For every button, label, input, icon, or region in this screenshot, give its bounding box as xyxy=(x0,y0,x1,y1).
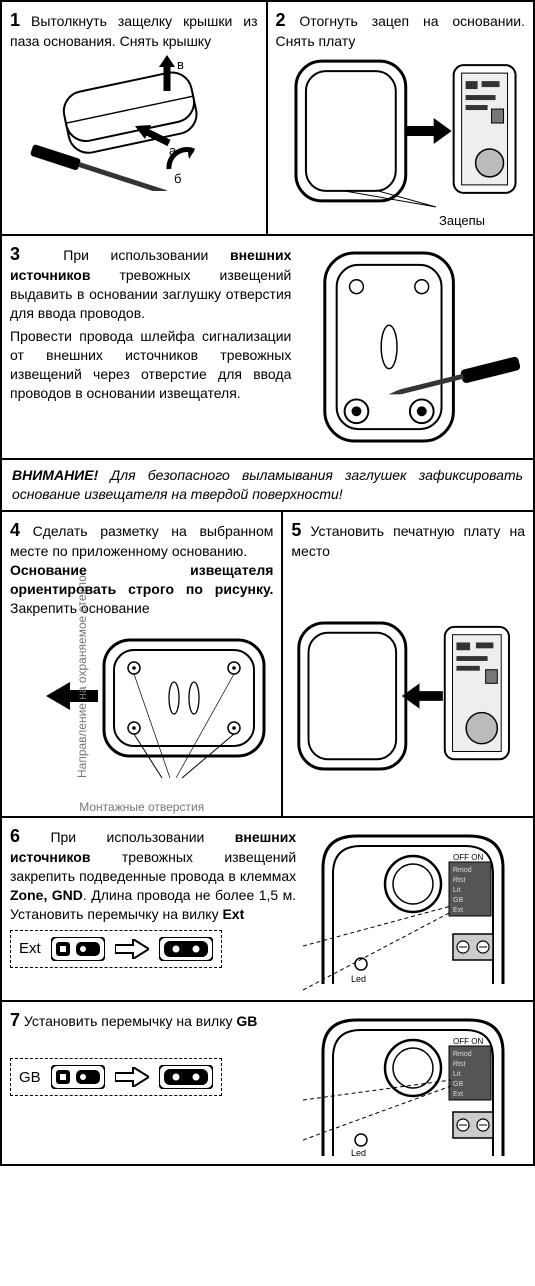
pcb-rtst: Rtst xyxy=(453,877,466,884)
step-7-text: 7 Установить перемычку на вилку GB xyxy=(10,1008,296,1032)
step-7-left: 7 Установить перемычку на вилку GB GB xyxy=(10,1008,296,1158)
step-5-cell: 5 Установить печатную плату на место xyxy=(283,512,533,816)
jumper-closed-icon xyxy=(159,1065,213,1089)
pcb-led: Led xyxy=(351,974,366,984)
step-7-bold: GB xyxy=(236,1013,257,1029)
step-6-num: 6 xyxy=(10,826,20,846)
step-4-caption: Монтажные отверстия xyxy=(10,800,273,814)
step-1-text: 1 Вытолкнуть защелку крышки из паза осно… xyxy=(10,8,258,51)
step-2-illustration xyxy=(276,51,526,211)
pcb-rmod: Rmod xyxy=(453,867,472,874)
step-3-para1: 3 При использовании внешних источников т… xyxy=(10,242,291,323)
pcb-offon: OFF ON xyxy=(453,853,483,862)
step-4-num: 4 xyxy=(10,520,20,540)
pcb-ext: Ext xyxy=(453,907,463,914)
step-6-text: 6 При использовании внешних источников т… xyxy=(10,824,296,924)
pcb7-lit: Lit xyxy=(453,1071,460,1078)
arrow-right-icon xyxy=(115,939,149,959)
step-6-bold2: Zone, GND xyxy=(10,887,83,903)
step-1-body: Вытолкнуть защелку крышки из паза основа… xyxy=(10,13,258,49)
step-4-bold: Основание извещателя ориентировать строг… xyxy=(10,562,273,597)
step-3-illustration xyxy=(307,242,525,452)
step-4-p1-body: Сделать разметку на выбранном месте по п… xyxy=(10,523,273,559)
step-1-num: 1 xyxy=(10,10,20,30)
step-5-num: 5 xyxy=(291,520,301,540)
step-5-body: Установить печатную плату на место xyxy=(291,523,525,559)
pcb-gb: GB xyxy=(453,897,463,904)
jumper-closed-icon xyxy=(159,937,213,961)
pcb7-offon: OFF ON xyxy=(453,1037,483,1046)
step-1-illustration: в а xyxy=(10,51,258,191)
step-2-caption: Зацепы xyxy=(276,213,526,228)
step-6-pre: При использовании xyxy=(50,829,234,845)
instruction-page: 1 Вытолкнуть защелку крышки из паза осно… xyxy=(0,0,535,1166)
step-3-pre: При использовании xyxy=(63,247,230,263)
step-7-right: OFF ON Rmod Rtst Lit GB Ext Led xyxy=(300,1008,525,1158)
row-1: 1 Вытолкнуть защелку крышки из паза осно… xyxy=(2,2,533,236)
step-2-cell: 2 Отогнуть зацеп на основании. Снять пла… xyxy=(268,2,534,234)
pcb7-led: Led xyxy=(351,1148,366,1158)
step-6-cell: 6 При использовании внешних источников т… xyxy=(2,818,533,1000)
pcb7-gb: GB xyxy=(453,1081,463,1088)
step-3-text-cell: 3 При использовании внешних источников т… xyxy=(2,236,299,458)
step-6-bold3: Ext xyxy=(222,906,244,922)
step-6-right: OFF ON Rmod Rtst Lit GB Ext xyxy=(300,824,525,994)
step-6-illustration: OFF ON Rmod Rtst Lit GB Ext xyxy=(300,824,525,994)
step-2-body: Отогнуть зацеп на основании. Снять плату xyxy=(276,13,526,49)
step-7-num: 7 xyxy=(10,1010,20,1030)
row-5: 7 Установить перемычку на вилку GB GB xyxy=(2,1002,533,1164)
row-4: 6 При использовании внешних источников т… xyxy=(2,818,533,1002)
pcb-lit: Lit xyxy=(453,887,460,894)
jumper-open-icon xyxy=(51,1065,105,1089)
step-4-illu-wrap: Направление на охраняемое стекло xyxy=(10,618,273,798)
step-6-jumper-label: Ext xyxy=(19,940,41,957)
pcb7-ext: Ext xyxy=(453,1091,463,1098)
step-1-cell: 1 Вытолкнуть защелку крышки из паза осно… xyxy=(2,2,268,234)
pcb7-rmod: Rmod xyxy=(453,1051,472,1058)
label-v: в xyxy=(177,57,184,72)
step-2-num: 2 xyxy=(276,10,286,30)
step-7-pre: Установить перемычку на вилку xyxy=(24,1013,236,1029)
step-4-vlabel: Направление на охраняемое стекло xyxy=(75,638,89,778)
label-b: б xyxy=(174,171,181,186)
jumper-open-icon xyxy=(51,937,105,961)
step-3-num: 3 xyxy=(10,244,20,264)
step-7-jumper-diagram: GB xyxy=(10,1058,222,1096)
step-5-text: 5 Установить печатную плату на место xyxy=(291,518,525,561)
pcb7-rtst: Rtst xyxy=(453,1061,466,1068)
step-7-illustration: OFF ON Rmod Rtst Lit GB Ext Led xyxy=(300,1008,525,1158)
step-5-illustration xyxy=(291,611,525,781)
step-4-bold-line: Основание извещателя ориентировать строг… xyxy=(10,561,273,618)
step-4-p1: 4 Сделать разметку на выбранном месте по… xyxy=(10,518,273,561)
step-7-cell: 7 Установить перемычку на вилку GB GB xyxy=(2,1002,533,1164)
warning-lead: ВНИМАНИЕ! xyxy=(12,467,98,483)
step-4-illustration xyxy=(10,618,273,788)
arrow-right-icon xyxy=(115,1067,149,1087)
step-3-para2: Провести провода шлейфа сигнализации от … xyxy=(10,327,291,403)
step-3-illu-cell xyxy=(299,236,533,458)
row-2: 3 При использовании внешних источников т… xyxy=(2,236,533,460)
step-7-jumper-label: GB xyxy=(19,1069,41,1086)
step-6-jumper-diagram: Ext xyxy=(10,930,222,968)
step-6-left: 6 При использовании внешних источников т… xyxy=(10,824,296,994)
row-3: 4 Сделать разметку на выбранном месте по… xyxy=(2,512,533,818)
step-4-cell: 4 Сделать разметку на выбранном месте по… xyxy=(2,512,283,816)
warning-row: ВНИМАНИЕ! Для безопасного выламывания за… xyxy=(2,460,533,512)
step-2-text: 2 Отогнуть зацеп на основании. Снять пла… xyxy=(276,8,526,51)
